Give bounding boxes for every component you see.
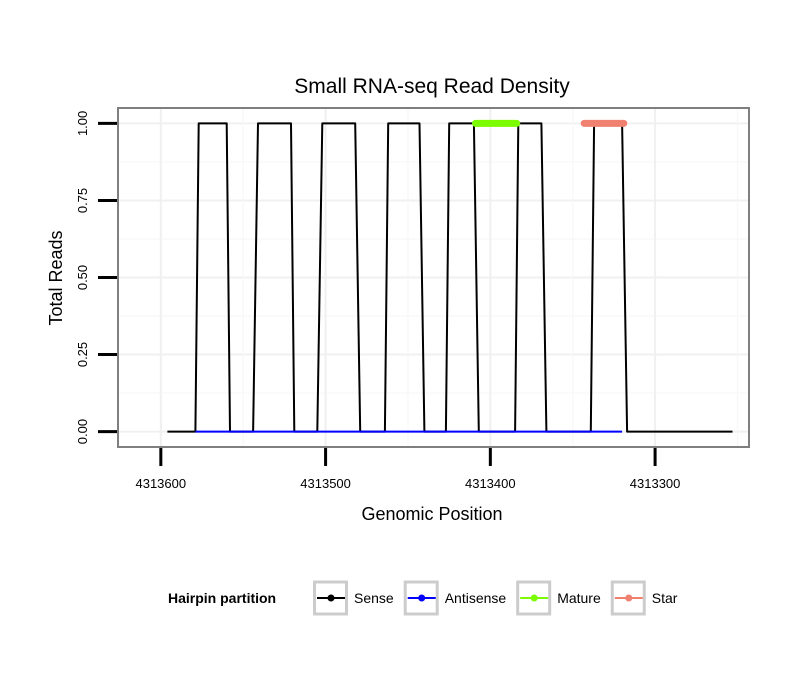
legend-key-point [418,594,426,602]
y-tick-label: 0.25 [75,342,90,367]
legend-entry: Mature [516,580,601,616]
legend-label: Star [652,590,678,606]
legend-title: Hairpin partition [168,590,276,606]
y-tick-label: 0.75 [75,188,90,213]
y-tick-label: 1.00 [75,111,90,136]
series-layer [167,119,733,433]
x-tick-label: 4313500 [300,476,351,491]
legend-label: Sense [354,590,394,606]
legend-items: Sense Antisense Mature Star [313,580,678,616]
legend: Hairpin partition Sense Antisense Mature St… [168,580,678,616]
legend-label: Antisense [445,590,507,606]
x-tick-label: 4313400 [465,476,516,491]
y-tick-label: 0.50 [75,265,90,290]
legend-entry: Sense [313,580,394,616]
x-axis: 4313600 4313500 4313400 4313300 [135,448,680,491]
legend-entry: Star [610,580,678,616]
plot-border [117,107,750,448]
legend-key-point [625,594,633,602]
y-tick-label: 0.00 [75,419,90,444]
legend-key-point [530,594,538,602]
chart-title: Small RNA-seq Read Density [294,75,570,98]
legend-label: Mature [557,590,601,606]
x-tick-label: 4313600 [135,476,186,491]
legend-key-point [327,594,335,602]
y-axis-title: Total Reads [46,230,66,325]
x-axis-title: Genomic Position [361,504,502,524]
x-tick-label: 4313300 [630,476,681,491]
legend-entry: Antisense [403,580,507,616]
y-axis: 0.00 0.25 0.50 0.75 1.00 [75,111,117,444]
